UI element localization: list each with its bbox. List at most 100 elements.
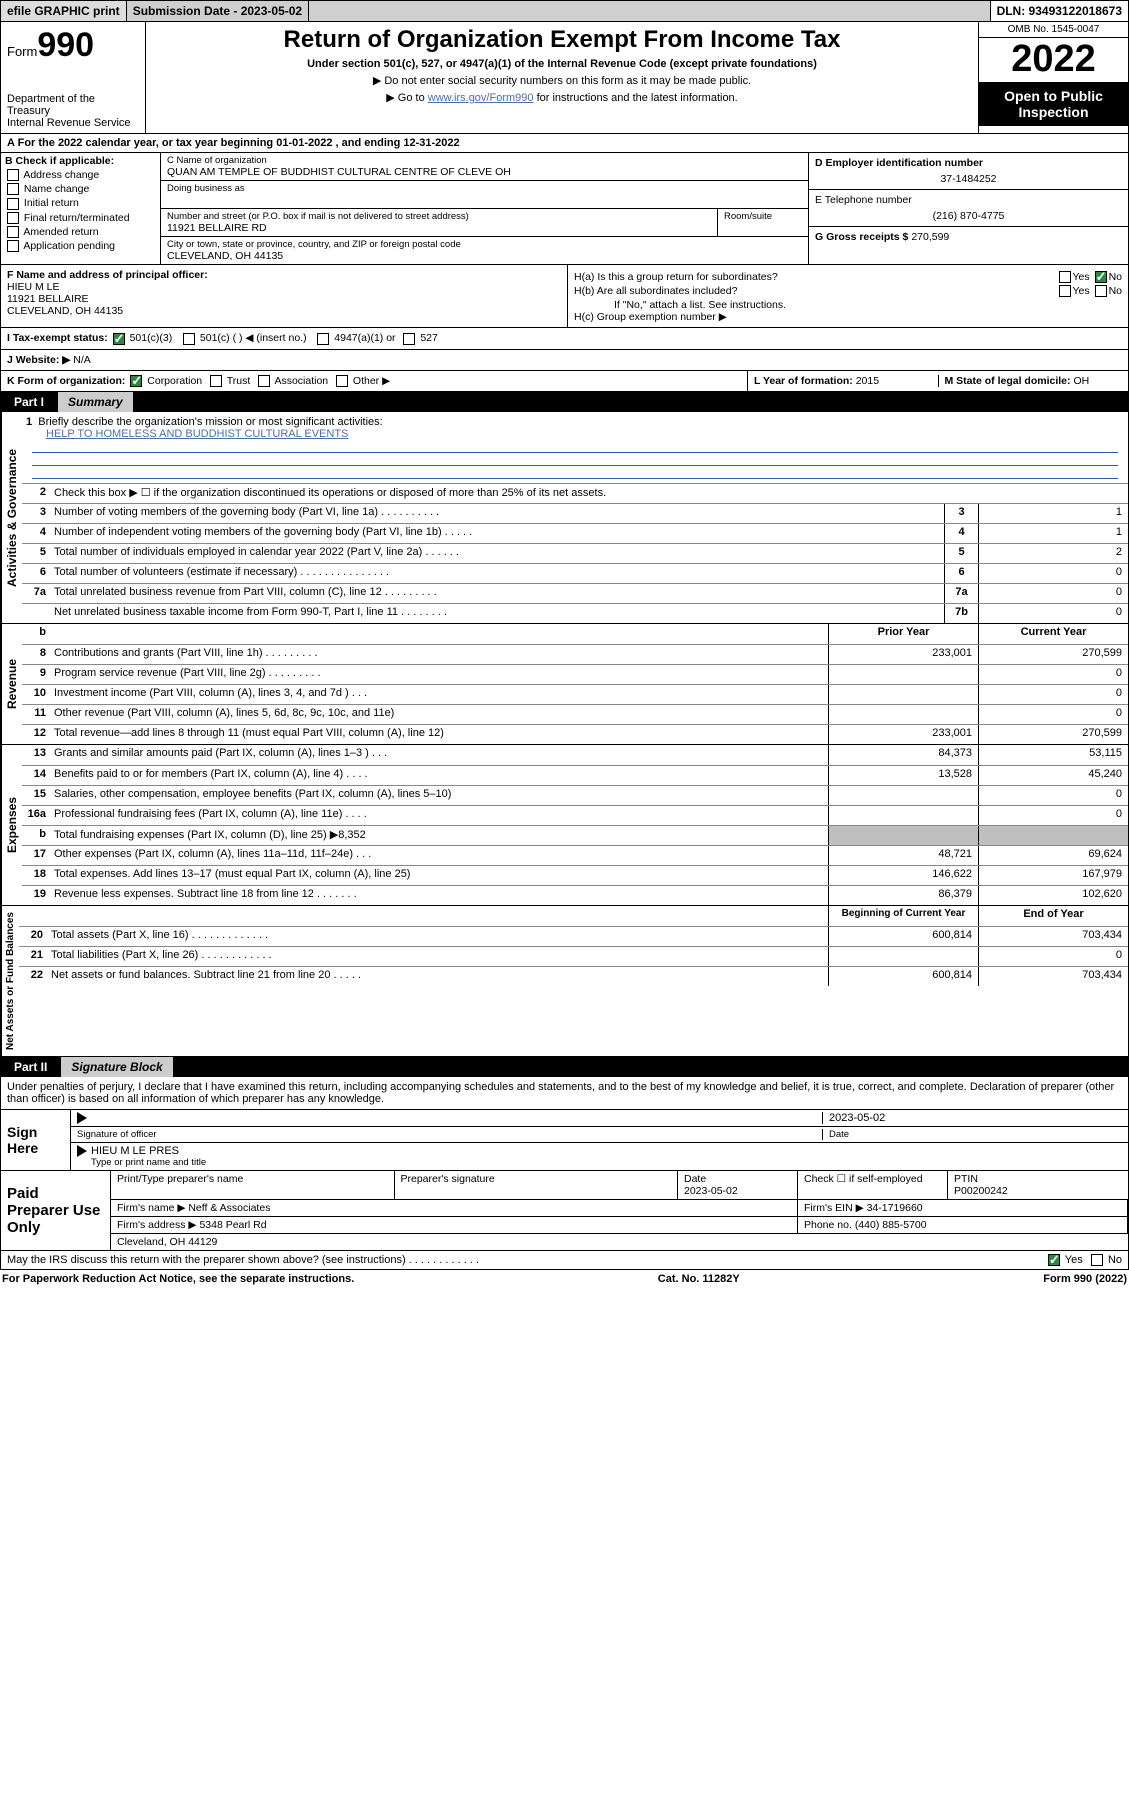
- room-label: Room/suite: [724, 211, 802, 222]
- cb-527[interactable]: [403, 333, 415, 345]
- signature-block: Under penalties of perjury, I declare th…: [0, 1077, 1129, 1270]
- expenses-section: Expenses 13Grants and similar amounts pa…: [0, 745, 1129, 906]
- irs-label: Internal Revenue Service: [7, 117, 139, 129]
- row-klm: K Form of organization: Corporation Trus…: [0, 371, 1129, 392]
- form-title: Return of Organization Exempt From Incom…: [152, 26, 972, 54]
- lbl-addr-change: Address change: [23, 169, 99, 181]
- irs-link[interactable]: www.irs.gov/Form990: [428, 92, 534, 104]
- c18: 167,979: [978, 866, 1128, 885]
- v7a: 0: [978, 584, 1128, 603]
- hdr-begin: Beginning of Current Year: [828, 906, 978, 926]
- form-header: Form990 Department of the Treasury Inter…: [0, 22, 1129, 134]
- row-fh: F Name and address of principal officer:…: [0, 265, 1129, 328]
- arrow-icon: [77, 1112, 87, 1124]
- p22: 600,814: [828, 967, 978, 986]
- arrow-icon: [77, 1145, 87, 1157]
- cb-initial-return[interactable]: [7, 198, 19, 210]
- sig-date-val: 2023-05-02: [822, 1112, 1122, 1124]
- l7a: Total unrelated business revenue from Pa…: [50, 584, 944, 603]
- hdr-current: Current Year: [978, 624, 1128, 644]
- period-text: For the 2022 calendar year, or tax year …: [18, 137, 460, 149]
- p19: 86,379: [828, 886, 978, 905]
- box-c: C Name of organization QUAN AM TEMPLE OF…: [161, 153, 808, 264]
- c19: 102,620: [978, 886, 1128, 905]
- cb-assoc[interactable]: [258, 375, 270, 387]
- c16b: [978, 826, 1128, 845]
- paid-preparer-label: Paid Preparer Use Only: [1, 1171, 111, 1250]
- c12: 270,599: [978, 725, 1128, 744]
- perjury-declaration: Under penalties of perjury, I declare th…: [1, 1077, 1128, 1110]
- firm-phone: (440) 885-5700: [855, 1219, 927, 1231]
- l1-label: Briefly describe the organization's miss…: [38, 416, 382, 428]
- part2-header: Part II Signature Block: [0, 1057, 1129, 1077]
- cb-501c[interactable]: [183, 333, 195, 345]
- cb-other[interactable]: [336, 375, 348, 387]
- p9: [828, 665, 978, 684]
- part1-title: Summary: [58, 392, 133, 412]
- c22: 703,434: [978, 967, 1128, 986]
- p17: 48,721: [828, 846, 978, 865]
- cb-address-change[interactable]: [7, 169, 19, 181]
- cb-4947[interactable]: [317, 333, 329, 345]
- part2-num: Part II: [0, 1057, 61, 1077]
- cb-hb-yes[interactable]: [1059, 285, 1071, 297]
- header-mid: Return of Organization Exempt From Incom…: [146, 22, 978, 133]
- part2-title: Signature Block: [61, 1057, 172, 1077]
- p18: 146,622: [828, 866, 978, 885]
- form-ref: Form 990 (2022): [1043, 1273, 1127, 1285]
- cb-ha-no[interactable]: [1095, 271, 1107, 283]
- prep-sig-hdr: Preparer's signature: [395, 1171, 679, 1200]
- firm-ein-row: Firm's EIN ▶ 34-1719660: [798, 1200, 1128, 1217]
- sig-officer-label: Signature of officer: [77, 1129, 822, 1140]
- l22: Net assets or fund balances. Subtract li…: [47, 967, 828, 986]
- l16a: Professional fundraising fees (Part IX, …: [50, 806, 828, 825]
- l20: Total assets (Part X, line 16) . . . . .…: [47, 927, 828, 946]
- officer-name-title: HIEU M LE PRES: [91, 1145, 1122, 1157]
- l18: Total expenses. Add lines 13–17 (must eq…: [50, 866, 828, 885]
- form-prefix: Form: [7, 44, 37, 59]
- cb-name-change[interactable]: [7, 183, 19, 195]
- mission-link[interactable]: HELP TO HOMELESS AND BUDDHIST CULTURAL E…: [46, 428, 348, 440]
- may-discuss-row: May the IRS discuss this return with the…: [1, 1250, 1128, 1269]
- page-footer: For Paperwork Reduction Act Notice, see …: [0, 1270, 1129, 1288]
- c16a: 0: [978, 806, 1128, 825]
- preparer-table: Print/Type preparer's name Preparer's si…: [111, 1171, 1128, 1250]
- prep-date-hdr: Date2023-05-02: [678, 1171, 798, 1200]
- cb-ha-yes[interactable]: [1059, 271, 1071, 283]
- p16b: [828, 826, 978, 845]
- l16b: Total fundraising expenses (Part IX, col…: [50, 826, 828, 845]
- prep-name-hdr: Print/Type preparer's name: [111, 1171, 395, 1200]
- ptin-value: P00200242: [954, 1185, 1008, 1197]
- year-formation: 2015: [856, 375, 879, 387]
- ha-label: H(a) Is this a group return for subordin…: [574, 271, 778, 283]
- cb-trust[interactable]: [210, 375, 222, 387]
- c15: 0: [978, 786, 1128, 805]
- cb-discuss-yes[interactable]: [1048, 1254, 1060, 1266]
- cb-discuss-no[interactable]: [1091, 1254, 1103, 1266]
- officer-addr1: 11921 BELLAIRE: [7, 293, 561, 305]
- tab-revenue: Revenue: [1, 624, 22, 744]
- header-left: Form990 Department of the Treasury Inter…: [1, 22, 146, 133]
- sig-date-label: Date: [822, 1129, 1122, 1140]
- p14: 13,528: [828, 766, 978, 785]
- cb-hb-no[interactable]: [1095, 285, 1107, 297]
- l9: Program service revenue (Part VIII, line…: [50, 665, 828, 684]
- lbl-name-change: Name change: [24, 183, 89, 195]
- lbl-app: Application pending: [23, 240, 115, 252]
- hb-note: If "No," attach a list. See instructions…: [574, 299, 1122, 311]
- cb-application-pending[interactable]: [7, 240, 19, 252]
- omb-number: OMB No. 1545-0047: [979, 22, 1128, 38]
- cat-no: Cat. No. 11282Y: [658, 1273, 740, 1285]
- cb-amended-return[interactable]: [7, 226, 19, 238]
- officer-label: F Name and address of principal officer:: [7, 269, 561, 281]
- lbl-final: Final return/terminated: [24, 212, 130, 224]
- cb-corp[interactable]: [130, 375, 142, 387]
- l6: Total number of volunteers (estimate if …: [50, 564, 944, 583]
- c8: 270,599: [978, 645, 1128, 664]
- c17: 69,624: [978, 846, 1128, 865]
- phone-value: (216) 870-4775: [815, 210, 1122, 222]
- c10: 0: [978, 685, 1128, 704]
- cb-final-return[interactable]: [7, 212, 19, 224]
- cb-501c3[interactable]: [113, 333, 125, 345]
- efile-print-button[interactable]: efile GRAPHIC print: [1, 1, 127, 21]
